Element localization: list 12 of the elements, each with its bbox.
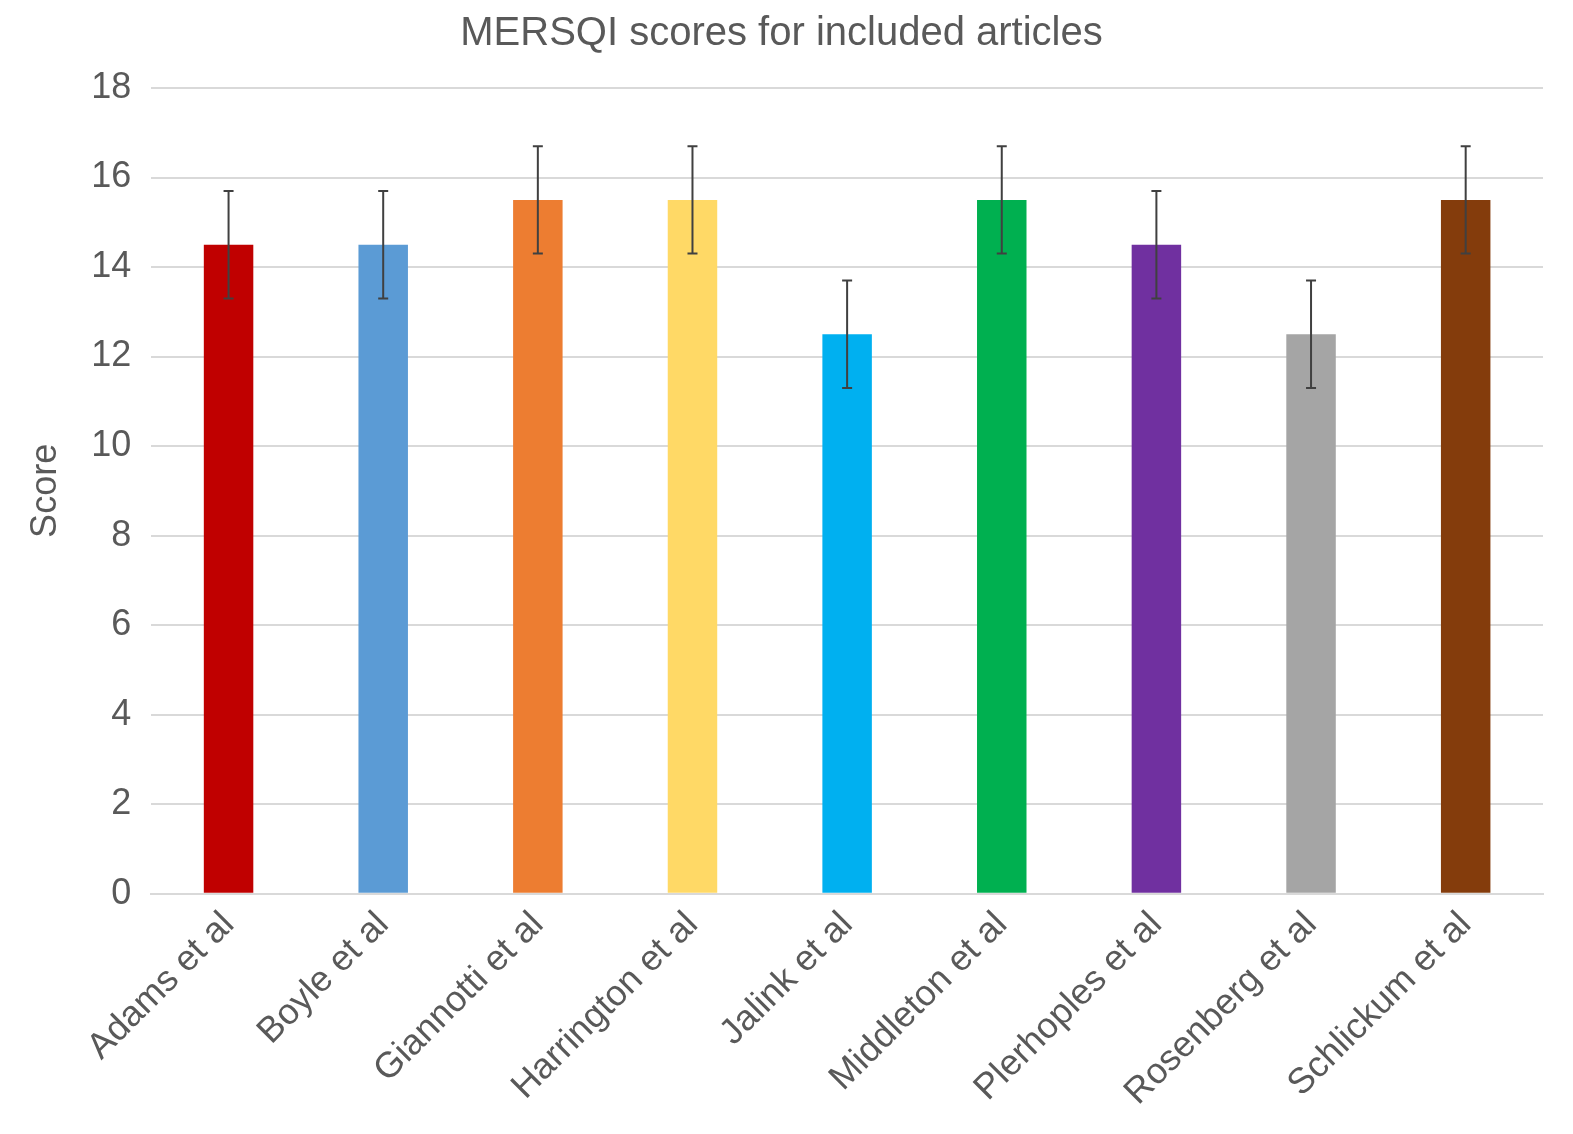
y-tick-label: 8	[111, 512, 132, 554]
y-tick-label: 12	[91, 333, 132, 375]
y-tick-label: 0	[111, 870, 132, 912]
y-tick-label: 6	[111, 602, 132, 644]
chart-title: MERSQI scores for included articles	[460, 9, 1103, 54]
y-tick-label: 18	[91, 64, 132, 106]
y-tick-label: 10	[91, 423, 132, 465]
y-tick-label: 4	[111, 691, 132, 733]
y-tick-label: 2	[111, 781, 132, 823]
y-tick-label: 14	[91, 243, 132, 285]
y-axis-title: Score	[22, 443, 64, 538]
y-tick-label: 16	[91, 154, 132, 196]
